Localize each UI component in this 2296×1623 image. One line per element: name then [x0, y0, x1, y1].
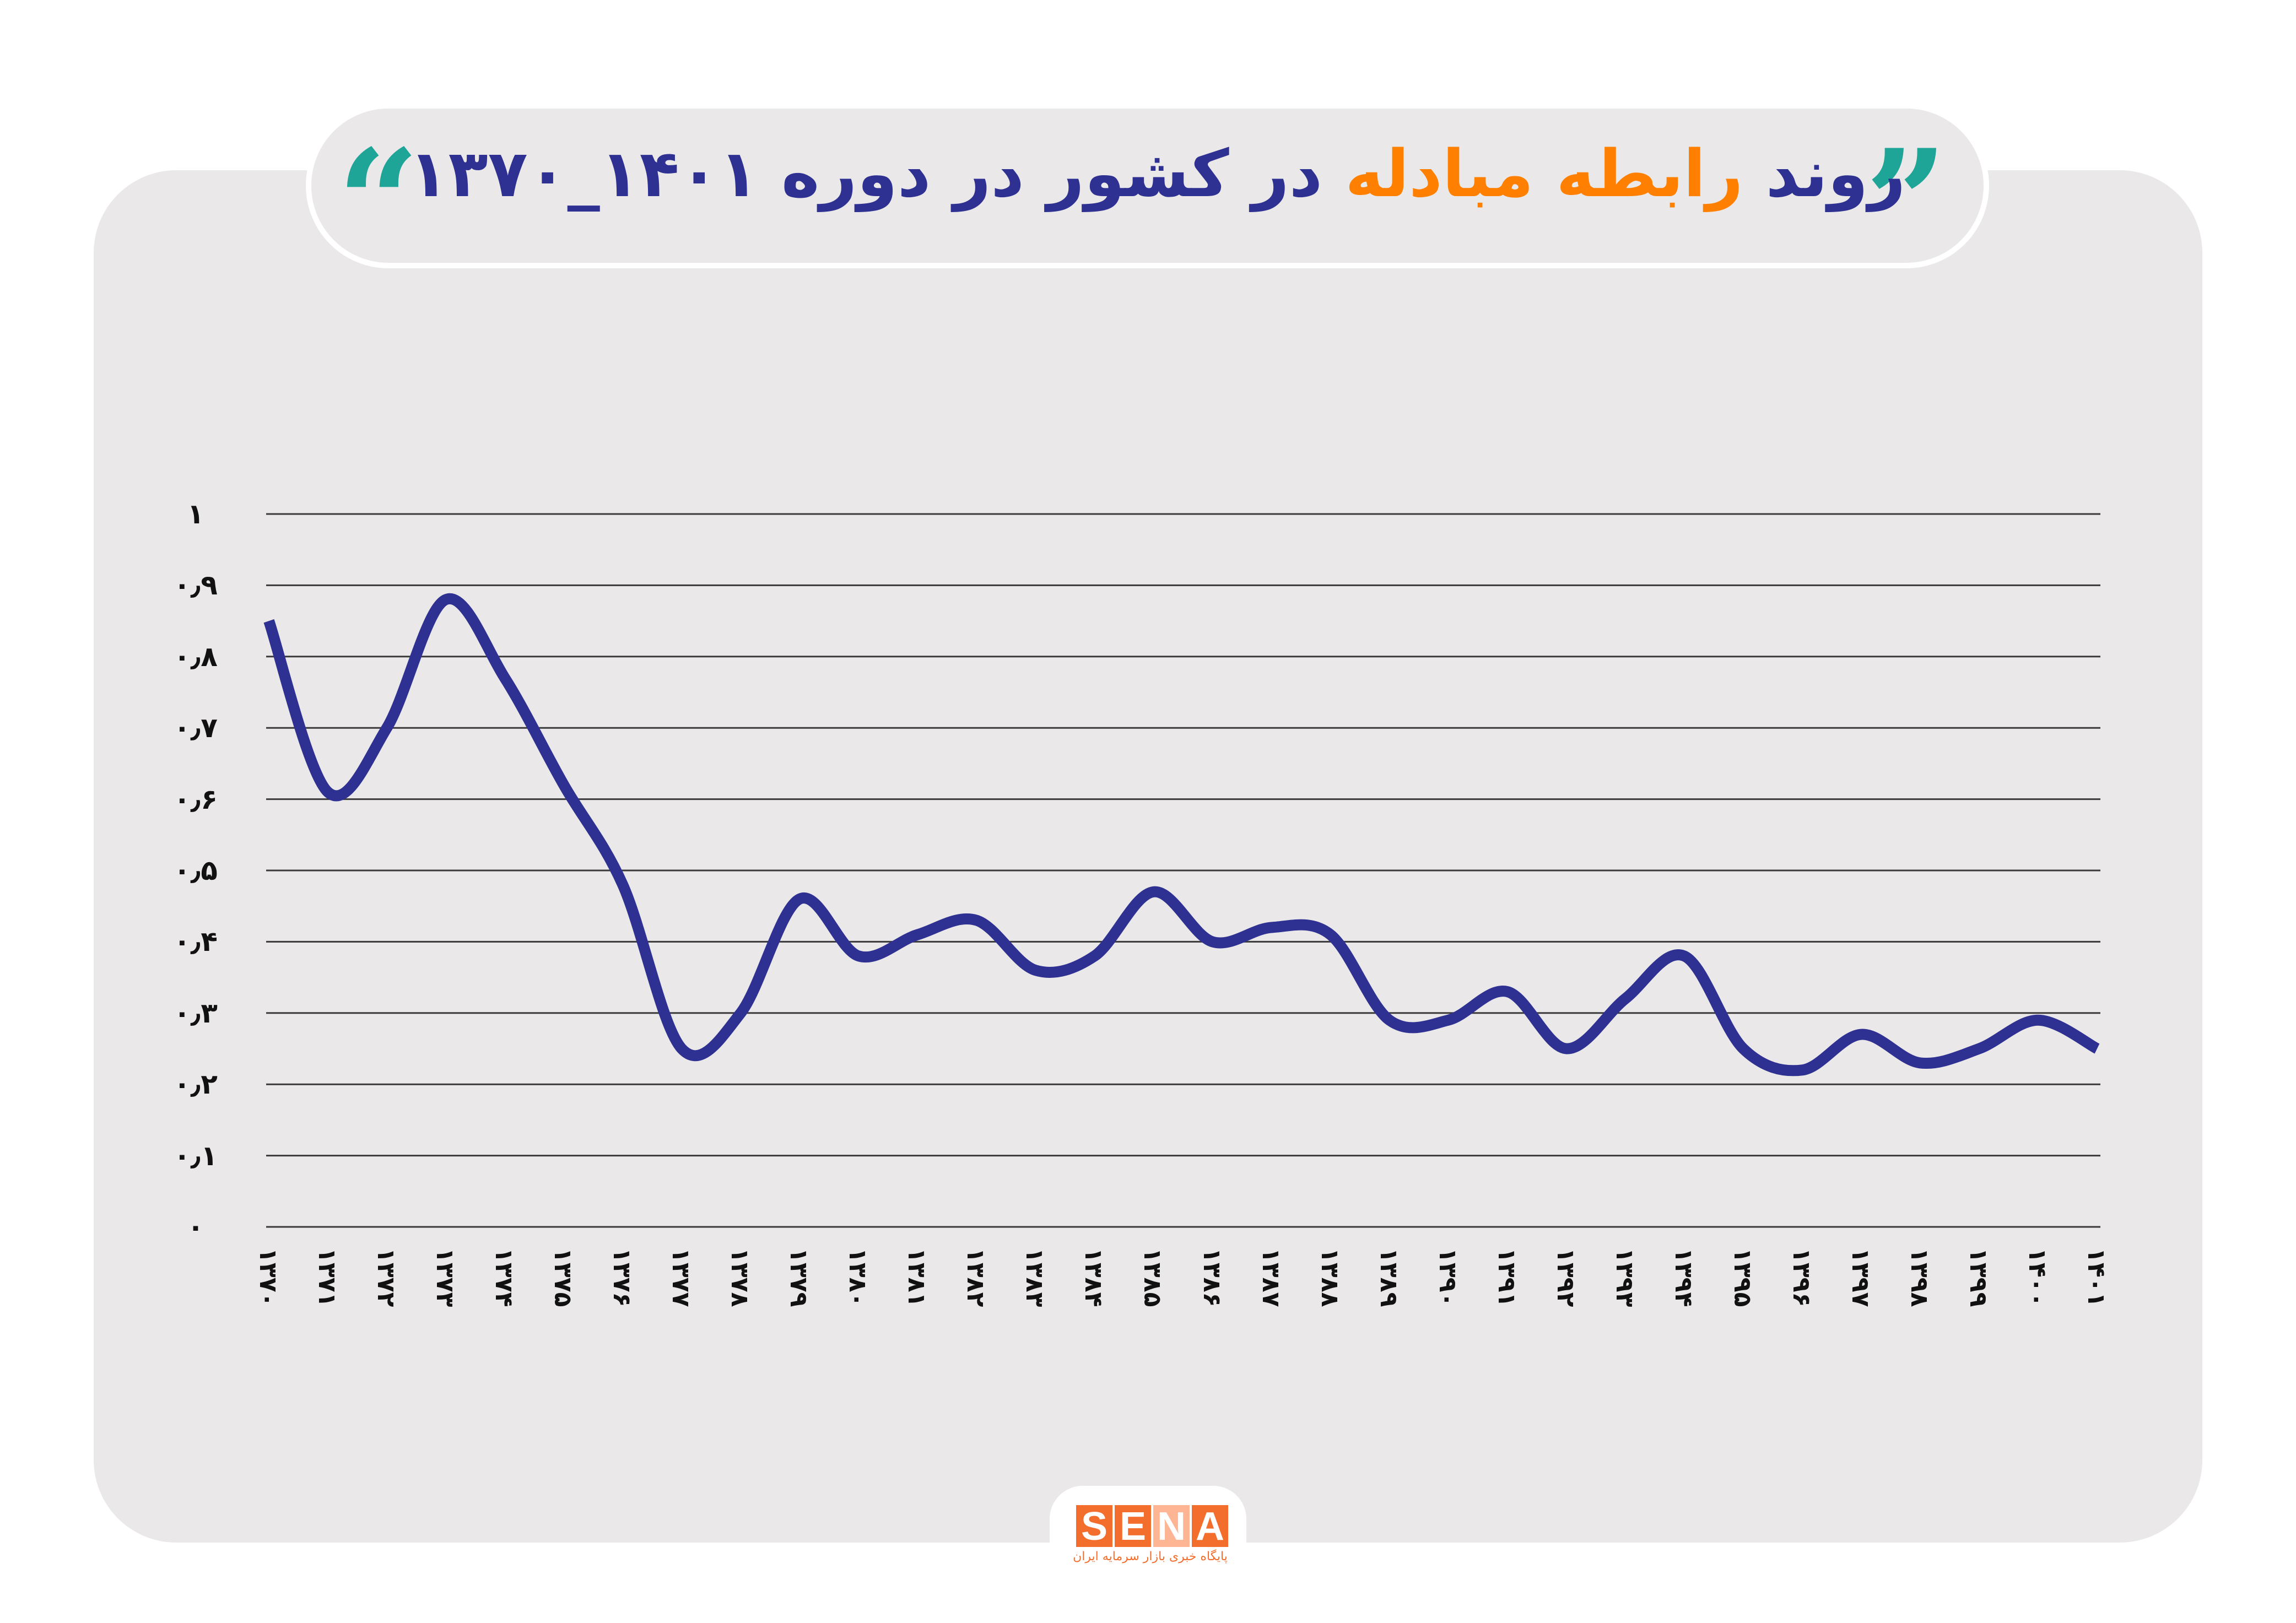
x-tick-label: ۱۳۷۵ — [549, 1248, 577, 1307]
x-tick-label: ۱۳۸۶ — [1197, 1248, 1226, 1307]
x-tick-label: ۱۳۸۲ — [961, 1248, 990, 1307]
chart-panel — [94, 170, 2202, 1543]
sena-logo: S E N A پایگاه خبری بازار سرمایه ایران — [1050, 1486, 1246, 1585]
x-tick-label: ۱۴۰۰ — [2023, 1248, 2051, 1307]
x-tick-label: ۱۳۹۰ — [1433, 1248, 1462, 1307]
x-tick-label: ۱۳۹۳ — [1610, 1248, 1639, 1307]
x-tick-label: ۱۳۸۴ — [1079, 1248, 1108, 1307]
x-tick-label: ۱۳۷۹ — [785, 1248, 813, 1307]
y-tick-label: ۰٫۱ — [174, 1139, 218, 1172]
x-tick-label: ۱۳۸۳ — [1020, 1248, 1049, 1307]
x-tick-label: ۱۳۸۵ — [1138, 1248, 1167, 1307]
title-suffix: در کشور در دوره ۱۴۰۱_۱۳۷۰ — [408, 136, 1323, 212]
x-tick-label: ۱۳۹۹ — [1964, 1248, 1992, 1307]
logo-letter: N — [1153, 1505, 1190, 1548]
chart-title: روند رابطه مبادله در کشور در دوره ۱۴۰۱_۱… — [409, 127, 1906, 220]
logo-letter: E — [1115, 1505, 1151, 1548]
gridlines — [266, 513, 2100, 1228]
x-tick-label: ۱۳۷۰ — [254, 1248, 282, 1307]
x-tick-label: ۱۳۹۵ — [1728, 1248, 1757, 1307]
x-tick-label: ۱۳۹۲ — [1551, 1248, 1580, 1307]
y-tick-label: ۰٫۹ — [174, 569, 218, 602]
y-tick-label: ۰٫۵ — [174, 854, 218, 886]
x-tick-label: ۱۳۷۷ — [667, 1248, 695, 1307]
x-tick-label: ۱۳۸۷ — [1256, 1248, 1285, 1307]
title-banner — [306, 103, 1989, 268]
x-tick-label: ۱۳۸۱ — [903, 1248, 931, 1307]
y-tick-label: ۰٫۳ — [174, 997, 218, 1029]
x-tick-label: ۱۳۷۴ — [490, 1248, 518, 1307]
y-tick-label: ۰٫۸ — [174, 640, 218, 673]
x-tick-label: ۱۳۷۲ — [372, 1248, 401, 1307]
x-tick-label: ۱۳۹۶ — [1787, 1248, 1816, 1307]
logo-wordmark: S E N A — [1076, 1505, 1228, 1548]
series-line — [263, 593, 2100, 1076]
y-tick-label: ۱ — [187, 498, 204, 530]
logo-letter: S — [1076, 1505, 1112, 1548]
y-tick-label: ۰٫۲ — [174, 1068, 218, 1101]
x-tick-label: ۱۳۷۳ — [431, 1248, 460, 1307]
x-tick-label: ۱۳۸۰ — [844, 1248, 872, 1307]
x-tick-label: ۱۴۰۱ — [2082, 1248, 2110, 1307]
x-tick-label: ۱۳۷۶ — [608, 1248, 636, 1307]
y-tick-label: ۰ — [187, 1211, 204, 1243]
title-prefix: روند — [1765, 136, 1906, 212]
y-tick-label: ۰٫۷ — [174, 712, 218, 744]
x-tick-label: ۱۳۷۱ — [313, 1248, 342, 1307]
x-tick-label: ۱۳۹۱ — [1492, 1248, 1521, 1307]
x-tick-label: ۱۳۹۷ — [1846, 1248, 1874, 1307]
x-tick-label: ۱۳۹۸ — [1905, 1248, 1933, 1307]
x-tick-label: ۱۳۹۴ — [1669, 1248, 1698, 1307]
y-tick-label: ۰٫۴ — [174, 926, 218, 958]
y-tick-label: ۰٫۶ — [174, 783, 218, 815]
x-tick-label: ۱۳۸۸ — [1315, 1248, 1344, 1307]
x-tick-label: ۱۳۷۸ — [726, 1248, 754, 1307]
logo-subtitle: پایگاه خبری بازار سرمایه ایران — [1073, 1550, 1228, 1564]
x-tick-label: ۱۳۸۹ — [1374, 1248, 1403, 1307]
logo-letter: A — [1192, 1505, 1228, 1548]
title-accent: رابطه مبادله — [1345, 136, 1743, 212]
